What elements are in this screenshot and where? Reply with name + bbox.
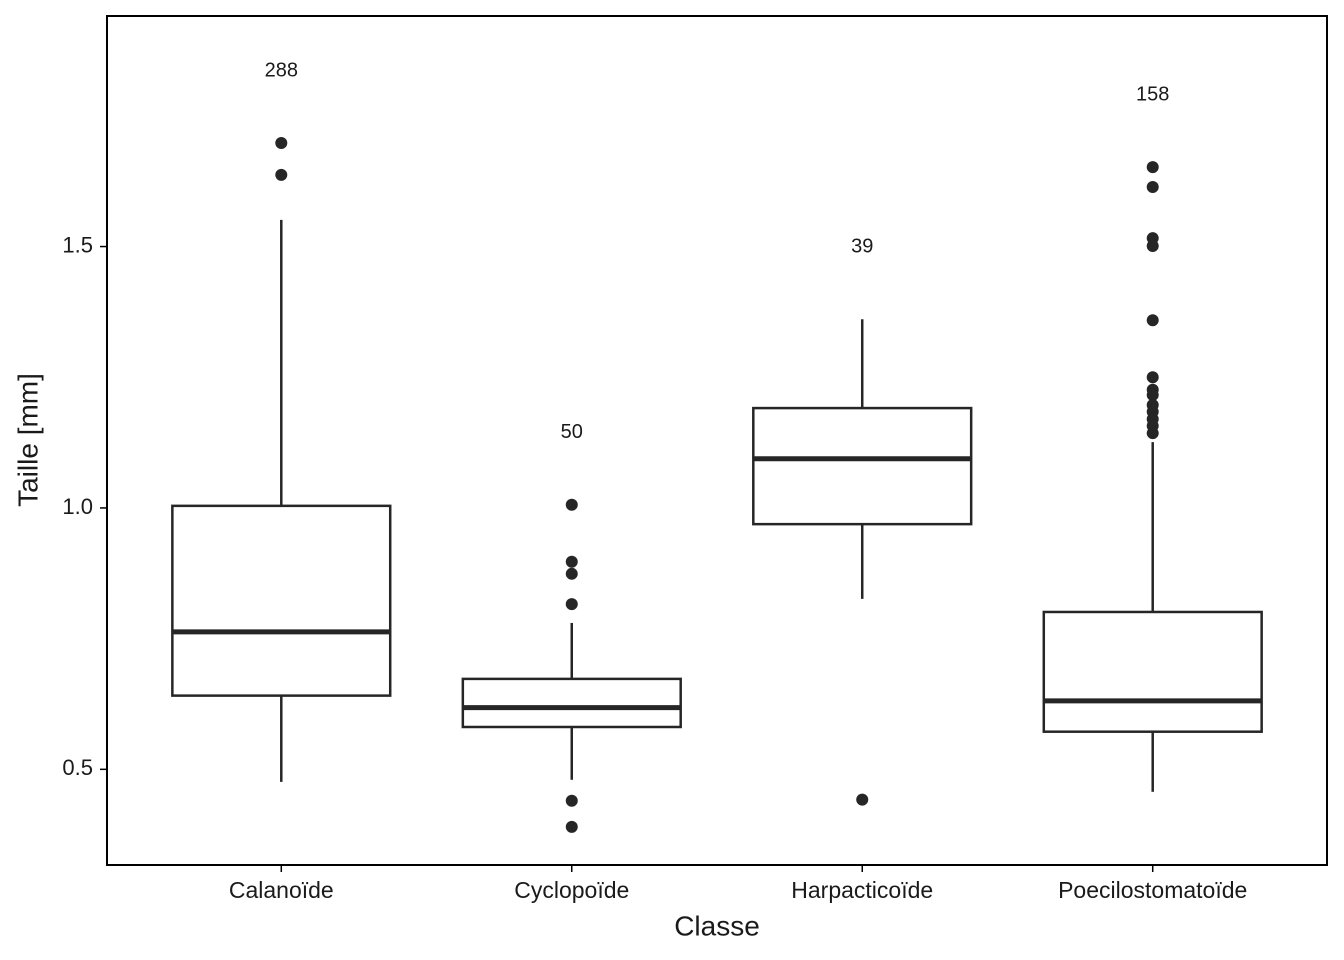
count-label: 50 bbox=[561, 421, 583, 443]
y-axis-title: Taille [mm] bbox=[12, 373, 43, 507]
x-tick-label: Poecilostomatoïde bbox=[1058, 877, 1247, 903]
outlier bbox=[1146, 389, 1159, 402]
outlier bbox=[565, 498, 578, 511]
plot-border bbox=[106, 15, 1328, 866]
count-label: 158 bbox=[1136, 83, 1169, 105]
count-label: 288 bbox=[265, 59, 298, 81]
x-axis-title: Classe bbox=[674, 910, 760, 941]
y-tick-label: 1.0 bbox=[62, 494, 93, 519]
y-tick-label: 0.5 bbox=[62, 755, 93, 780]
x-tick-label: Calanoïde bbox=[229, 877, 334, 903]
outlier bbox=[1146, 161, 1159, 174]
x-tick-label: Harpacticoïde bbox=[791, 877, 933, 903]
outlier bbox=[1146, 427, 1159, 440]
outlier bbox=[565, 598, 578, 611]
count-label: 39 bbox=[851, 235, 873, 257]
outlier bbox=[275, 168, 288, 181]
box bbox=[171, 504, 392, 697]
y-tick-label: 1.5 bbox=[62, 232, 93, 257]
box bbox=[461, 677, 682, 729]
outlier bbox=[1146, 180, 1159, 193]
outlier bbox=[565, 794, 578, 807]
outlier bbox=[275, 137, 288, 150]
box bbox=[1042, 610, 1263, 733]
outlier bbox=[565, 567, 578, 580]
x-tick-label: Cyclopoïde bbox=[514, 877, 629, 903]
outlier bbox=[1146, 240, 1159, 253]
outlier bbox=[1146, 371, 1159, 384]
outlier bbox=[1146, 314, 1159, 327]
outlier bbox=[856, 793, 869, 806]
outlier bbox=[565, 820, 578, 833]
box bbox=[752, 406, 973, 526]
outlier bbox=[565, 555, 578, 568]
